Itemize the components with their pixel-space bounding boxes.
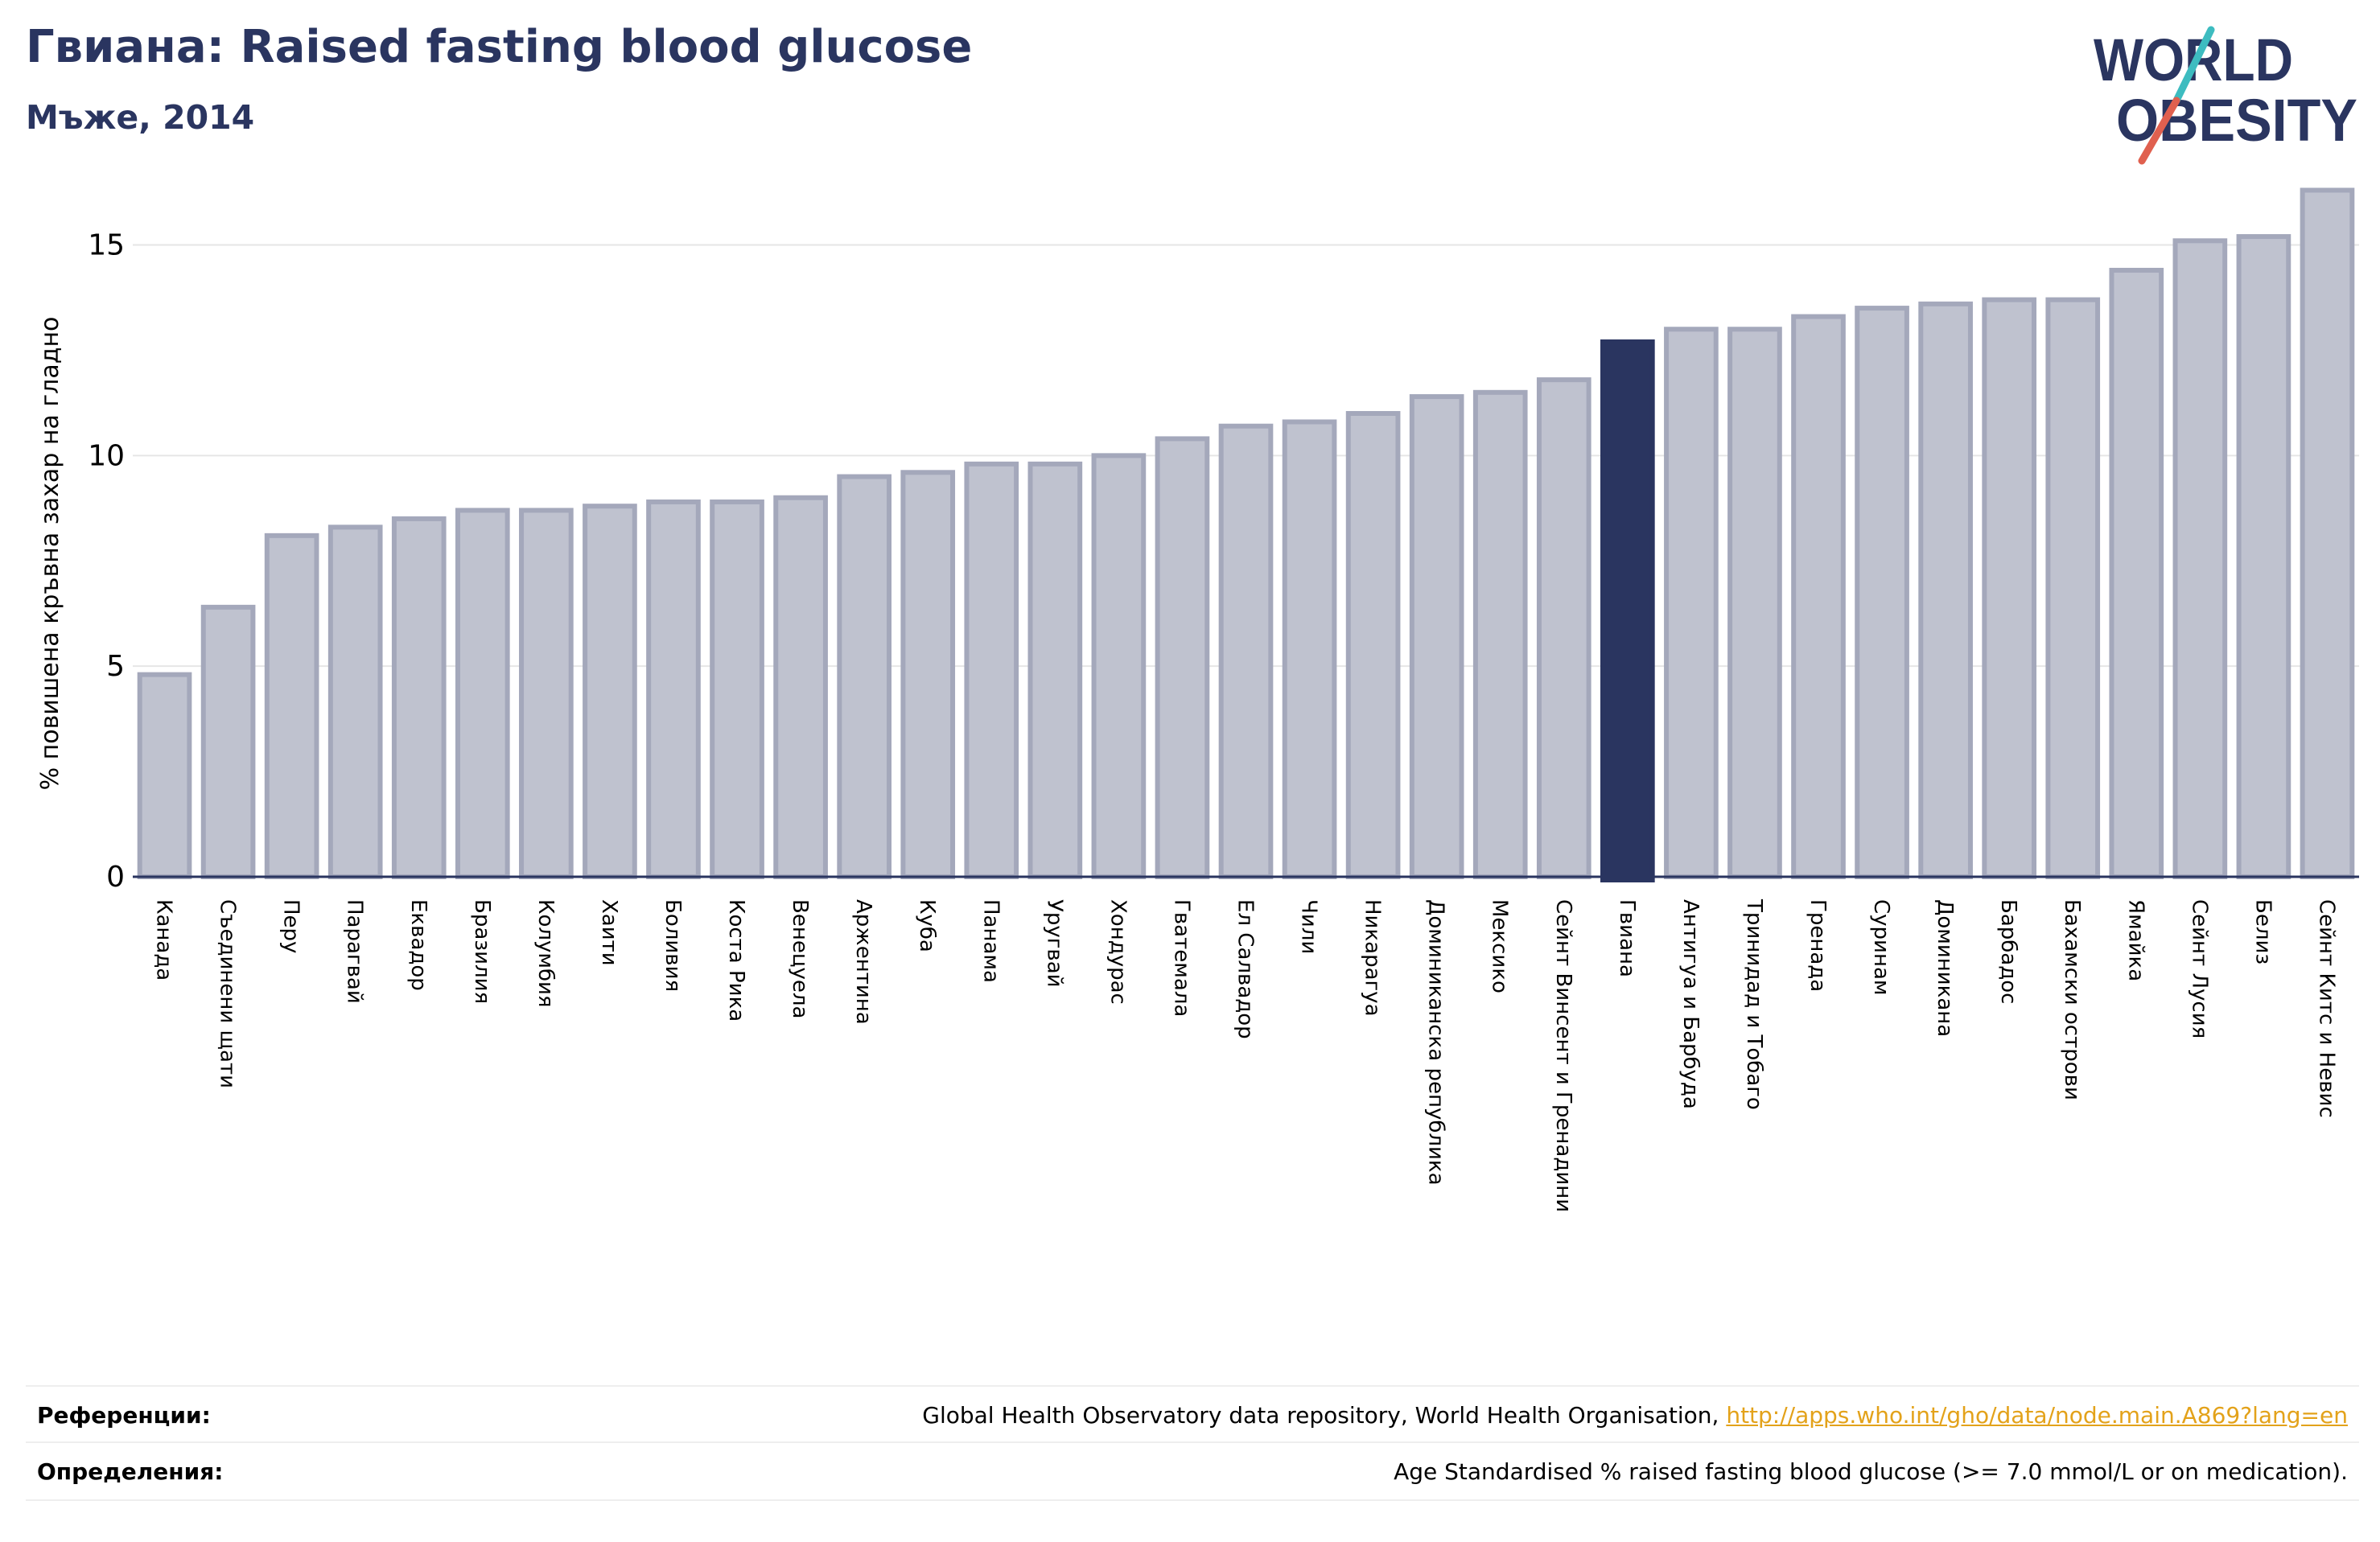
definitions-row: Определения: Age Standardised % raised f… (26, 1441, 2359, 1501)
bar (137, 672, 192, 879)
bar (2236, 234, 2291, 879)
x-tick-label: Ямайка (2123, 899, 2147, 981)
x-tick-label: Венецуела (788, 899, 812, 1018)
references-text: Global Health Observatory data repositor… (922, 1401, 1727, 1429)
bar-chart: 0 5 10 15 Канада Съединени щати Перу Парагвай Е… (36, 187, 2359, 1212)
x-tick-label: Сейнт Китс и Невис (2314, 899, 2338, 1118)
x-tick-label: Еквадор (406, 899, 430, 991)
world-obesity-logo: WORLD OBESITY (2094, 26, 2357, 165)
y-tick-label: 0 (106, 861, 125, 894)
logo-slash-teal (2172, 26, 2215, 105)
x-tick-label: Гвиана (1615, 899, 1639, 977)
references-link[interactable]: http://apps.who.int/gho/data/node.main.A… (1726, 1401, 2348, 1429)
x-tick-label: Парагвай (343, 899, 367, 1004)
x-tick-label: Хаити (597, 899, 621, 966)
bar (1091, 453, 1147, 879)
x-tick-label: Боливия (661, 899, 685, 992)
bar (964, 461, 1019, 879)
bar (773, 495, 828, 880)
y-tick-labels: 0 5 10 15 (88, 229, 125, 894)
chart-title: Гвиана: Raised fasting blood glucose (26, 21, 973, 73)
x-tick-label: Колумбия (533, 899, 558, 1008)
bar (1155, 436, 1210, 879)
x-tick-label: Куба (915, 899, 939, 952)
x-tick-label: Коста Рика (724, 899, 748, 1022)
x-tick-label: Белиз (2250, 899, 2275, 964)
x-tick-label: Сейнт Лусия (2187, 899, 2211, 1038)
x-tick-label: Аржентина (851, 899, 875, 1025)
x-tick-label: Антигуа и Барбуда (1678, 899, 1703, 1109)
bar (1218, 423, 1274, 879)
bar-highlight (1600, 339, 1655, 882)
x-tick-label: Гватемала (1169, 899, 1193, 1017)
x-tick-label: Доминиканска република (1424, 899, 1448, 1186)
x-tick-label: Ел Салвадор (1233, 899, 1258, 1039)
references-label: Референции: (37, 1401, 211, 1429)
y-tick-label: 5 (106, 650, 125, 683)
x-tick-label: Суринам (1869, 899, 1893, 996)
bar (837, 474, 891, 880)
bar (710, 499, 764, 879)
bar (1409, 394, 1464, 879)
x-tick-label: Сейнт Винсент и Гренадини (1551, 899, 1575, 1212)
bar (391, 516, 447, 880)
references-row: Референции: Global Health Observatory da… (26, 1385, 2359, 1443)
x-tick-label: Панама (978, 899, 1003, 983)
bar (2172, 238, 2228, 879)
x-tick-label: Бахамски острови (2060, 899, 2084, 1100)
bar (264, 533, 319, 879)
chart-subtitle: Мъже, 2014 (26, 98, 255, 137)
bar (1536, 377, 1591, 880)
bar (1282, 419, 1337, 879)
bar (327, 524, 383, 880)
bar (1982, 297, 2037, 880)
bars (137, 187, 2355, 882)
definitions-value: Age Standardised % raised fasting blood … (1394, 1458, 2348, 1485)
x-tick-label: Тринидад и Тобаго (1742, 898, 1766, 1110)
x-tick-labels: Канада Съединени щати Перу Парагвай Еквадор Б… (152, 898, 2339, 1212)
y-tick-label: 10 (88, 439, 125, 472)
logo-slash-red (2138, 97, 2180, 165)
bar (646, 499, 701, 879)
bar (1345, 411, 1401, 879)
bar (1027, 461, 1083, 879)
x-tick-label: Бразилия (470, 899, 494, 1004)
bar (1791, 314, 1846, 879)
x-tick-label: Хондурас (1106, 899, 1130, 1005)
x-tick-label: Мексико (1488, 899, 1512, 993)
bar (900, 470, 956, 879)
bar (519, 508, 574, 879)
x-tick-label: Доминикана (1933, 899, 1957, 1037)
bar (2045, 297, 2101, 880)
bar (1664, 327, 1719, 880)
x-tick-label: Гренада (1806, 899, 1830, 992)
y-tick-label: 15 (88, 229, 125, 262)
references-value: Global Health Observatory data repositor… (922, 1402, 2359, 1429)
bar (455, 508, 510, 879)
bar (2300, 187, 2355, 880)
bar (1918, 301, 1973, 879)
bar (2109, 267, 2164, 879)
x-tick-label: Перу (279, 899, 303, 953)
x-tick-label: Уругвай (1042, 899, 1066, 988)
bar (1855, 306, 1909, 880)
x-tick-label: Съединени щати (216, 899, 240, 1088)
x-tick-label: Чили (1297, 899, 1321, 954)
bar (200, 604, 256, 879)
x-tick-label: Барбадос (1996, 899, 2020, 1004)
x-tick-label: Канада (152, 899, 176, 981)
x-tick-label: Никарагуа (1361, 899, 1385, 1017)
bar (1727, 327, 1782, 880)
definitions-label: Определения: (37, 1458, 224, 1485)
bar (583, 504, 637, 879)
y-axis-label: % повишена кръвна захар на гладно (36, 317, 64, 791)
bar (1472, 389, 1528, 879)
